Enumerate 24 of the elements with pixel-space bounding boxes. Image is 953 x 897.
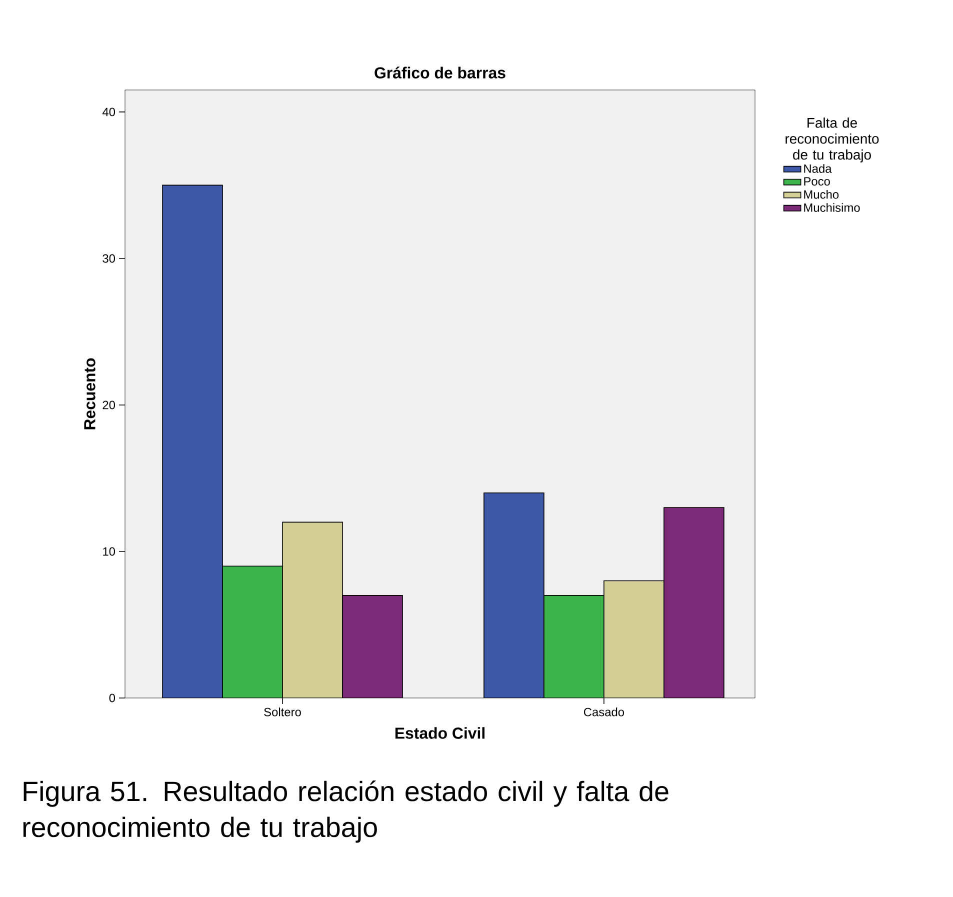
- legend-label: Muchisimo: [804, 203, 860, 212]
- text: Figura 51. Resultado relación estado civil y falta de reconocimiento de tu trabajo: [23, 780, 668, 843]
- bar: [162, 184, 223, 698]
- y-axis-title: Recuento: [84, 358, 96, 430]
- legend-title: Falta de reconocimiento de tu trabajo: [786, 118, 879, 162]
- bar: [544, 595, 604, 698]
- y-tick-label: 10: [103, 547, 116, 556]
- y-tick-label: 40: [102, 108, 116, 116]
- chart-title: Gráfico de barras: [374, 66, 506, 78]
- legend-label: Mucho: [804, 190, 839, 199]
- bar: [222, 566, 283, 698]
- x-tick-label: Soltero: [264, 708, 301, 716]
- bar: [282, 522, 343, 698]
- x-tick-label: Casado: [584, 708, 624, 716]
- x-axis-title: Estado Civil: [395, 727, 484, 739]
- bar: [604, 580, 664, 698]
- legend-label: Nada: [804, 164, 832, 173]
- legend-label: Poco: [804, 177, 830, 186]
- bar: [342, 595, 403, 698]
- bar: [484, 492, 544, 698]
- bar: [664, 507, 724, 698]
- y-tick-label: 20: [102, 400, 116, 410]
- y-tick-label: 30: [102, 254, 116, 263]
- y-tick-label: 0: [109, 694, 116, 702]
